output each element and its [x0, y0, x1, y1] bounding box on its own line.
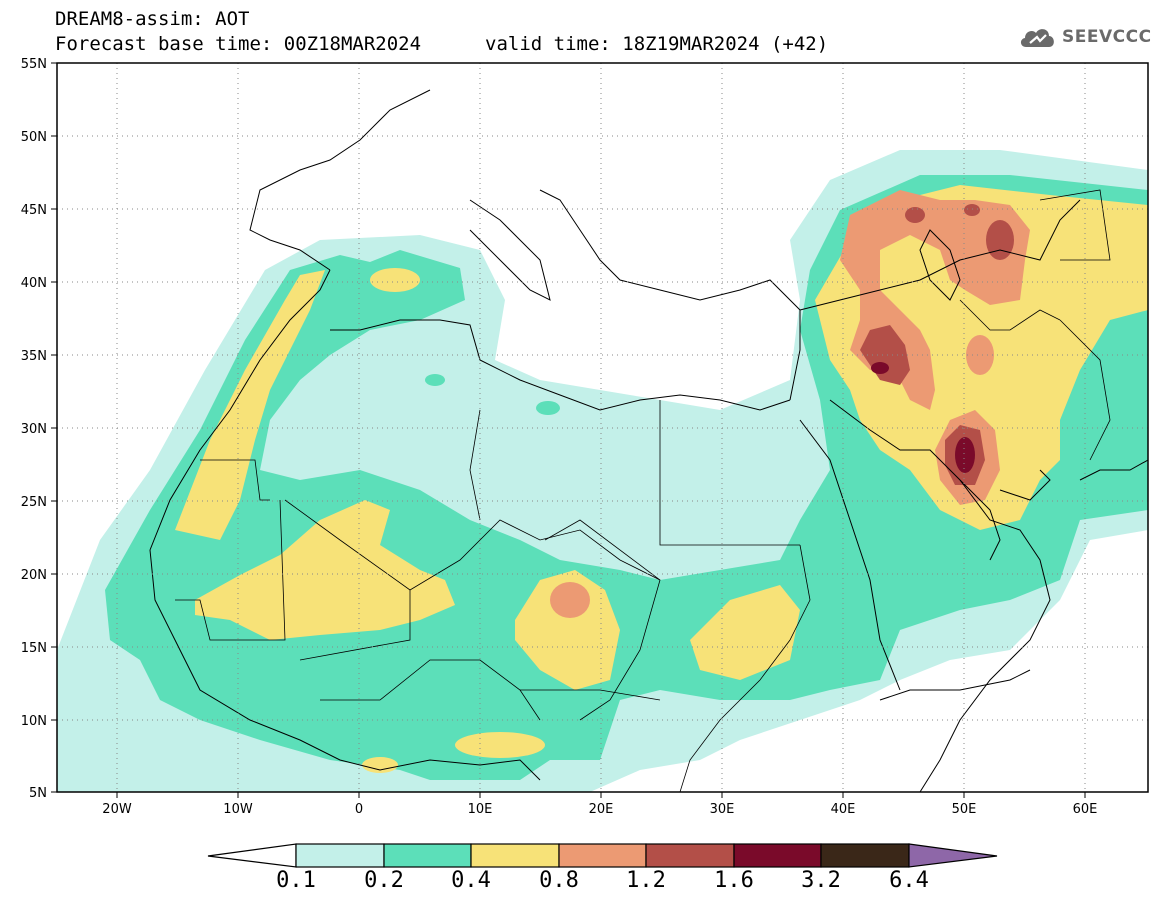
colorbar-label-0.2: 0.2: [364, 868, 404, 893]
colorbar-segment-4: [558, 843, 647, 868]
colorbar-label-1.2: 1.2: [626, 868, 666, 893]
lat-label-10n: 10N: [21, 714, 47, 729]
lat-label-5n: 5N: [29, 786, 47, 801]
colorbar-segment-2: [383, 843, 472, 868]
colorbar-label-0.1: 0.1: [276, 868, 316, 893]
colorbar-segment-5: [645, 843, 735, 868]
lat-label-55n: 55N: [21, 57, 47, 72]
model-title: DREAM8-assim: AOT: [55, 8, 250, 30]
logo-text: SEEVCCC: [1062, 27, 1152, 47]
coastlines: [149, 89, 1148, 792]
lat-label-20n: 20N: [21, 568, 47, 583]
lon-label-20w: 20W: [102, 802, 132, 817]
colorbar-label-1.6: 1.6: [714, 868, 754, 893]
aot-field-1.6: [871, 362, 975, 473]
colorbar-segment-over: [908, 843, 998, 868]
colorbar-segment-3: [470, 843, 560, 868]
valid-time-label: valid time: 18Z19MAR2024 (+42): [485, 33, 829, 55]
lon-label-40e: 40E: [831, 802, 856, 817]
grid-lines: [57, 63, 1148, 792]
longitude-labels: 20W 10W 0 10E 20E 30E 40E 50E 60E: [102, 802, 1097, 817]
colorbar-segment-1: [295, 843, 385, 868]
colorbar-label-3.2: 3.2: [801, 868, 841, 893]
lon-label-10e: 10E: [468, 802, 493, 817]
axis-ticks: [51, 62, 1086, 798]
lat-label-45n: 45N: [21, 203, 47, 218]
country-borders: [175, 189, 1111, 792]
lon-label-30e: 30E: [710, 802, 735, 817]
lat-label-40n: 40N: [21, 276, 47, 291]
colorbar-label-6.4: 6.4: [889, 868, 929, 893]
aot-fields: [57, 63, 1148, 792]
lat-label-50n: 50N: [21, 130, 47, 145]
colorbar-segment-7: [820, 843, 910, 868]
lon-label-20e: 20E: [589, 802, 614, 817]
lon-label-0: 0: [355, 802, 363, 817]
colorbar-label-0.4: 0.4: [451, 868, 491, 893]
lon-label-10w: 10W: [223, 802, 253, 817]
lat-label-35n: 35N: [21, 349, 47, 364]
colorbar-segment-under: [207, 843, 297, 868]
cloud-icon: [1020, 29, 1054, 47]
lon-label-50e: 50E: [952, 802, 977, 817]
latitude-labels: 55N 50N 45N 40N 35N 30N 25N 20N 15N 10N …: [21, 57, 47, 801]
lon-label-60e: 60E: [1073, 802, 1098, 817]
lat-label-25n: 25N: [21, 495, 47, 510]
lat-label-30n: 30N: [21, 422, 47, 437]
colorbar-segment-6: [733, 843, 822, 868]
colorbar: [207, 843, 998, 868]
seevccc-logo: SEEVCCC: [1018, 24, 1152, 50]
colorbar-label-0.8: 0.8: [539, 868, 579, 893]
base-time-label: Forecast base time: 00Z18MAR2024: [55, 33, 422, 55]
lat-label-15n: 15N: [21, 641, 47, 656]
